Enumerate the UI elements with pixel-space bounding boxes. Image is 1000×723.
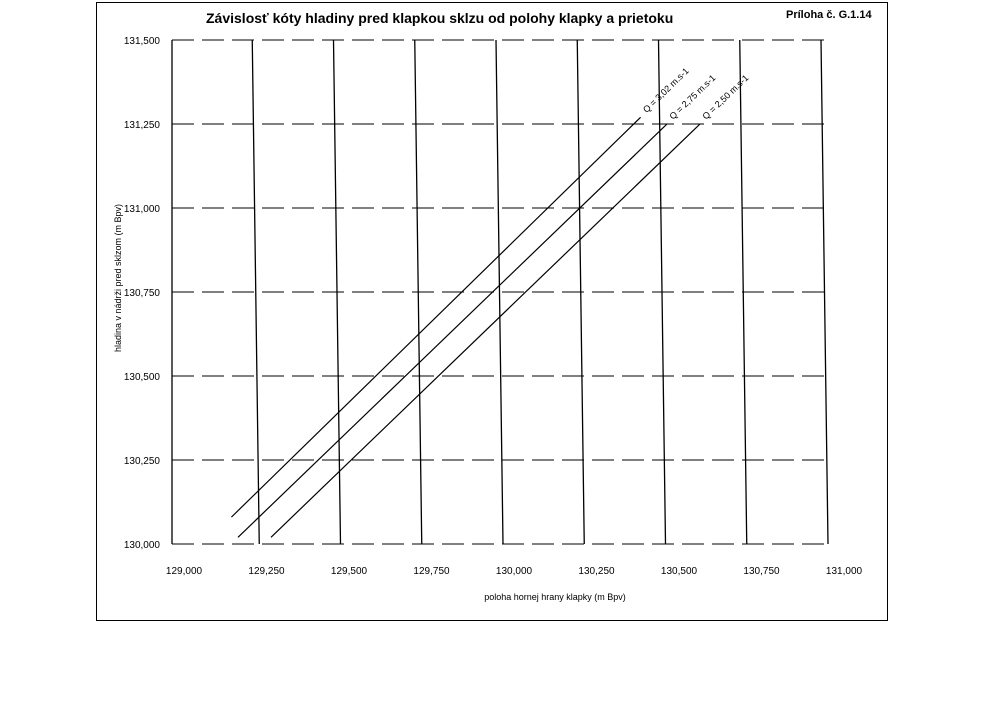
x-gridline [332,39,342,545]
vertical-gridlines [171,39,829,545]
x-tick-label: 129,500 [331,566,368,577]
y-tick-label: 130,250 [124,456,161,467]
y-tick-label: 130,000 [124,540,161,551]
x-gridline [414,39,423,545]
y-tick-label: 131,250 [124,120,161,131]
y-tick-label: 131,500 [124,36,161,47]
y-tick-label: 131,000 [124,204,161,215]
x-gridline [739,39,748,545]
x-tick-label: 130,000 [496,566,533,577]
x-tick-label: 129,750 [413,566,450,577]
x-tick-label: 130,250 [578,566,615,577]
series-lines [230,116,701,538]
series-line [230,116,642,518]
y-axis-title: hladina v nádrži pred sklzom (m Bpv) [113,204,123,352]
x-tick-label: 130,750 [743,566,780,577]
x-tick-labels: 129,000 129,250 129,500 129,750 130,000 130,2… [166,566,863,577]
y-tick-labels: 130,000 130,250 130,500 130,750 131,000 131,2… [124,36,161,551]
x-tick-label: 131,000 [826,566,863,577]
x-gridline [820,39,829,545]
x-tick-label: 130,500 [661,566,698,577]
x-gridline [495,39,504,545]
y-tick-label: 130,500 [124,372,161,383]
series-line [270,123,701,538]
chart-frame [96,2,888,621]
x-axis-title: poloha hornej hrany klapky (m Bpv) [484,592,626,602]
chart-title: Závislosť kóty hladiny pred klapkou sklz… [206,10,674,26]
y-tick-label: 130,750 [124,288,161,299]
x-tick-label: 129,000 [166,566,203,577]
series-labels: Q = 3,02 m.s-1Q = 2,75 m.s-1Q = 2,50 m.s… [641,66,750,122]
series-line [237,123,668,538]
x-gridline [576,39,585,545]
x-gridline [657,39,667,545]
x-gridline [251,39,260,545]
appendix-reference: Príloha č. G.1.14 [786,9,872,21]
x-tick-label: 129,250 [248,566,285,577]
